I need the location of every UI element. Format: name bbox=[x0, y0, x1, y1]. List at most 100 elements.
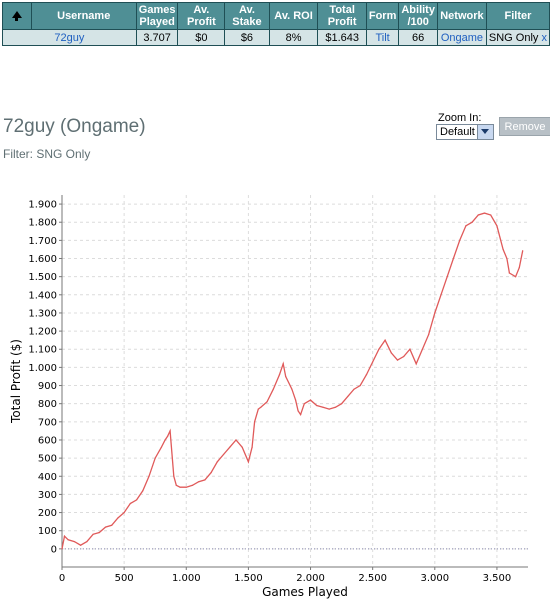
profit-point bbox=[210, 472, 212, 474]
profit-point bbox=[251, 446, 253, 448]
username-link[interactable]: 72guy bbox=[54, 31, 85, 44]
x-tick-label: 3.500 bbox=[483, 573, 512, 584]
x-tick-label: 0 bbox=[59, 573, 65, 584]
table-header-row: Username Games Played Av. Profit Av. Sta… bbox=[2, 2, 550, 30]
sort-column-header[interactable] bbox=[2, 2, 32, 30]
col-av-roi[interactable]: Av. ROI bbox=[268, 2, 319, 30]
profit-chart: 0 100 200 300 400 500 600 700 800 900 1.000 1.100 1.… bbox=[9, 195, 528, 599]
cell-form: Tilt bbox=[365, 29, 400, 46]
profit-point bbox=[434, 312, 436, 314]
network-link[interactable]: Ongame bbox=[440, 31, 484, 44]
profit-point bbox=[278, 374, 281, 376]
x-tick-label: 500 bbox=[115, 573, 134, 584]
profit-point bbox=[169, 430, 171, 432]
x-tick-label: 2.000 bbox=[296, 573, 325, 584]
y-tick-label: 0 bbox=[51, 544, 57, 555]
x-axis-title: Games Played bbox=[262, 585, 348, 599]
profit-point bbox=[303, 403, 305, 405]
remove-row-link[interactable]: x bbox=[541, 31, 547, 44]
profit-point bbox=[378, 348, 380, 350]
profit-point bbox=[198, 481, 200, 483]
profit-point bbox=[518, 266, 520, 269]
profit-point bbox=[282, 363, 284, 365]
profit-point bbox=[167, 435, 169, 437]
profit-point bbox=[328, 408, 330, 410]
chevron-down-icon[interactable] bbox=[477, 125, 493, 139]
cell-total-profit: $1.643 bbox=[317, 29, 367, 46]
col-games-played[interactable]: Games Played bbox=[135, 2, 179, 30]
profit-point bbox=[440, 294, 442, 296]
col-username[interactable]: Username bbox=[30, 2, 137, 30]
profit-point bbox=[185, 486, 187, 488]
sort-up-arrow-icon[interactable] bbox=[11, 11, 22, 21]
x-tick-label: 1.500 bbox=[234, 573, 263, 584]
profit-point bbox=[334, 406, 336, 408]
x-tick-label: 3.000 bbox=[420, 573, 449, 584]
y-tick-label: 1.600 bbox=[28, 254, 57, 265]
profit-point bbox=[295, 399, 297, 401]
profit-point bbox=[372, 361, 374, 363]
profit-point bbox=[477, 214, 479, 216]
filter-label: Filter: SNG Only bbox=[3, 147, 91, 161]
profit-point bbox=[396, 359, 399, 361]
col-av-profit[interactable]: Av. Profit bbox=[177, 2, 226, 30]
stats-table: Username Games Played Av. Profit Av. Sta… bbox=[2, 2, 550, 46]
profit-point bbox=[490, 214, 492, 216]
profit-point bbox=[67, 539, 69, 541]
zoom-selected-value: Default bbox=[440, 126, 475, 138]
profit-point bbox=[98, 531, 100, 534]
player-title: 72guy (Ongame) bbox=[3, 116, 146, 137]
y-tick-label: 100 bbox=[38, 526, 57, 537]
profit-point bbox=[365, 374, 368, 376]
profit-line bbox=[61, 212, 524, 550]
profit-point bbox=[390, 352, 392, 354]
profit-point bbox=[341, 403, 343, 405]
col-form[interactable]: Form bbox=[365, 2, 400, 30]
col-ability[interactable]: Ability /100 bbox=[398, 2, 438, 30]
profit-point bbox=[80, 544, 82, 546]
profit-point bbox=[353, 388, 355, 390]
y-tick-label: 1.700 bbox=[28, 236, 57, 247]
y-tick-label: 1.000 bbox=[28, 363, 57, 374]
profit-point bbox=[257, 408, 259, 410]
y-tick-label: 1.100 bbox=[28, 345, 57, 356]
col-network[interactable]: Network bbox=[436, 2, 487, 30]
cell-games-played: 3.707 bbox=[135, 29, 179, 46]
profit-point bbox=[63, 535, 66, 537]
profit-point bbox=[421, 348, 423, 350]
profit-point bbox=[446, 276, 448, 278]
y-tick-label: 1.800 bbox=[28, 218, 57, 229]
profit-point bbox=[154, 457, 156, 459]
profit-point bbox=[142, 490, 144, 492]
cell-filter: SNG Only x bbox=[485, 29, 550, 46]
profit-point bbox=[173, 475, 175, 477]
y-tick-label: 1.400 bbox=[28, 290, 57, 301]
zoom-select[interactable]: Default bbox=[436, 124, 494, 140]
profit-point bbox=[129, 502, 131, 505]
profit-point bbox=[347, 395, 349, 398]
profit-point bbox=[86, 540, 88, 543]
profit-point bbox=[299, 413, 302, 416]
col-av-stake[interactable]: Av. Stake bbox=[224, 2, 270, 30]
y-tick-label: 1.900 bbox=[28, 200, 57, 211]
col-filter[interactable]: Filter bbox=[485, 2, 550, 30]
profit-point bbox=[260, 406, 262, 408]
form-link[interactable]: Tilt bbox=[375, 31, 390, 44]
profit-point bbox=[309, 399, 312, 401]
col-total-profit[interactable]: Total Profit bbox=[317, 2, 367, 30]
profit-point bbox=[123, 511, 125, 514]
y-tick-label: 700 bbox=[38, 417, 57, 428]
profit-point bbox=[459, 239, 461, 241]
profit-point bbox=[471, 221, 473, 223]
y-tick-label: 1.200 bbox=[28, 327, 57, 338]
profit-point bbox=[135, 499, 138, 501]
profit-point bbox=[204, 479, 206, 481]
profit-point bbox=[297, 410, 299, 412]
profit-point bbox=[322, 406, 324, 408]
profit-point bbox=[148, 475, 150, 477]
remove-button[interactable]: Remove bbox=[499, 117, 550, 136]
profit-point bbox=[465, 225, 467, 227]
y-tick-label: 800 bbox=[38, 399, 57, 410]
profit-point bbox=[266, 401, 268, 403]
cell-network: Ongame bbox=[436, 29, 487, 46]
